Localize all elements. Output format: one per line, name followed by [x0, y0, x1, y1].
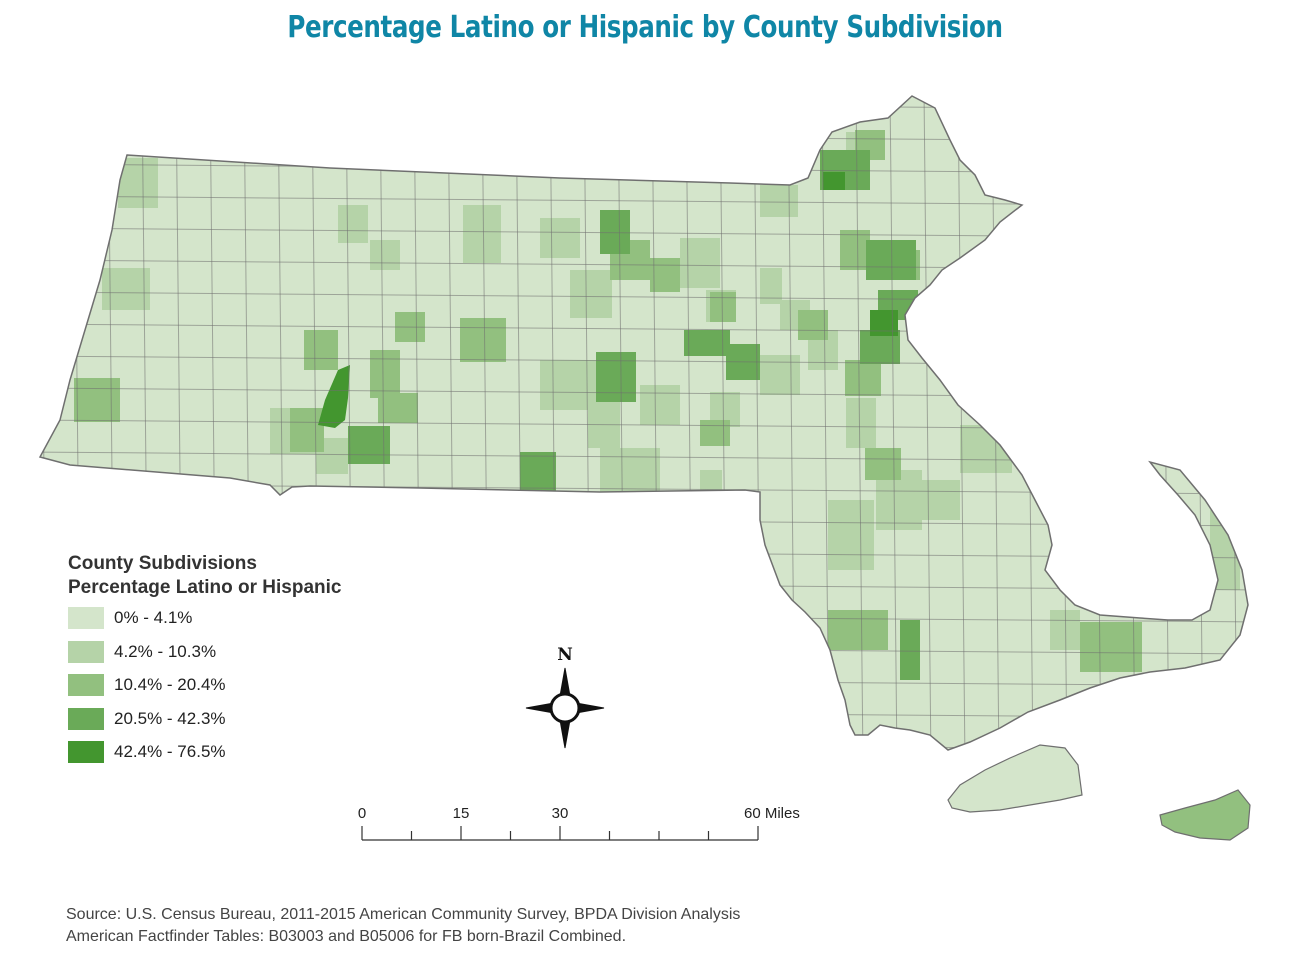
scale-label: 30 — [552, 805, 569, 822]
scale-label: 0 — [358, 805, 366, 822]
scale-bar: 0 15 30 60 Miles — [358, 805, 800, 841]
legend-item: 10.4% - 20.4% — [68, 667, 341, 701]
map-title: Percentage Latino or Hispanic by County … — [287, 10, 1003, 45]
legend-swatch — [68, 607, 104, 629]
legend-label: 0% - 4.1% — [114, 608, 193, 627]
legend-item: 0% - 4.1% — [68, 600, 341, 634]
legend-label: 4.2% - 10.3% — [114, 641, 217, 661]
scale-label: 15 — [453, 805, 470, 822]
source-note: Source: U.S. Census Bureau, 2011-2015 Am… — [66, 904, 740, 948]
legend-item: 4.2% - 10.3% — [68, 634, 341, 668]
source-line1: Source: U.S. Census Bureau, 2011-2015 Am… — [66, 906, 741, 923]
legend: County Subdivisions Percentage Latino or… — [68, 552, 341, 768]
legend-item: 20.5% - 42.3% — [68, 701, 341, 735]
north-arrow: N — [525, 645, 605, 749]
legend-label: 42.4% - 76.5% — [114, 742, 226, 762]
compass-rose-icon — [525, 667, 605, 749]
legend-label: 20.5% - 42.3% — [114, 708, 226, 728]
legend-swatch — [68, 707, 104, 730]
legend-label: 10.4% - 20.4% — [114, 675, 226, 695]
legend-title-line2: Percentage Latino or Hispanic — [68, 577, 342, 598]
source-line2: American Factfinder Tables: B03003 and B… — [66, 928, 627, 945]
legend-title: County Subdivisions Percentage Latino or… — [68, 552, 341, 600]
nantucket-island — [1159, 789, 1251, 841]
class-5-areas — [318, 172, 898, 428]
marthas-vineyard-island — [947, 744, 1083, 813]
north-label: N — [557, 645, 573, 665]
class-3-areas — [74, 130, 1142, 672]
state-outline — [38, 95, 1249, 751]
legend-swatch — [68, 741, 104, 764]
legend-swatch — [68, 674, 104, 697]
legend-swatch — [68, 640, 104, 663]
scale-label: 60 Miles — [744, 805, 800, 822]
legend-item: 42.4% - 76.5% — [68, 734, 341, 768]
legend-title-line1: County Subdivisions — [68, 553, 257, 574]
